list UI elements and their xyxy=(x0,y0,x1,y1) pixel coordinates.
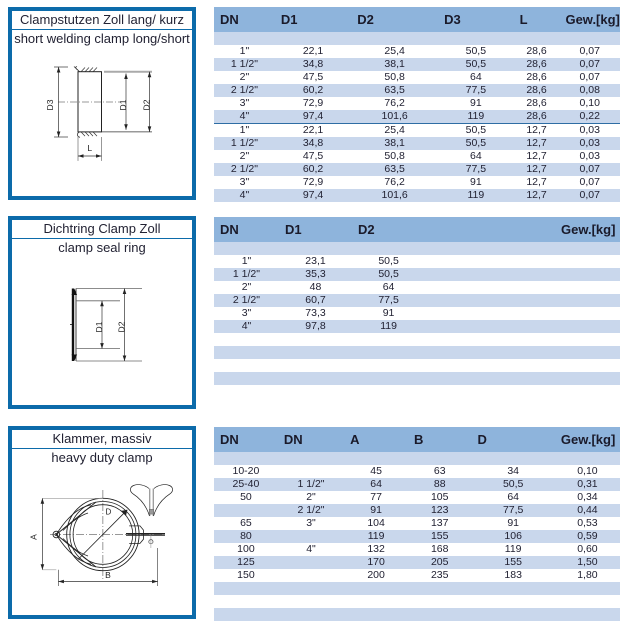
svg-text:D2: D2 xyxy=(117,321,127,332)
svg-text:L: L xyxy=(87,143,92,153)
svg-text:A: A xyxy=(29,534,39,540)
svg-text:B: B xyxy=(105,570,111,580)
svg-text:D: D xyxy=(106,508,112,517)
svg-text:D2: D2 xyxy=(142,99,152,110)
svg-text:D1: D1 xyxy=(94,321,104,332)
svg-text:D3: D3 xyxy=(45,99,55,110)
svg-text:D1: D1 xyxy=(118,99,128,110)
